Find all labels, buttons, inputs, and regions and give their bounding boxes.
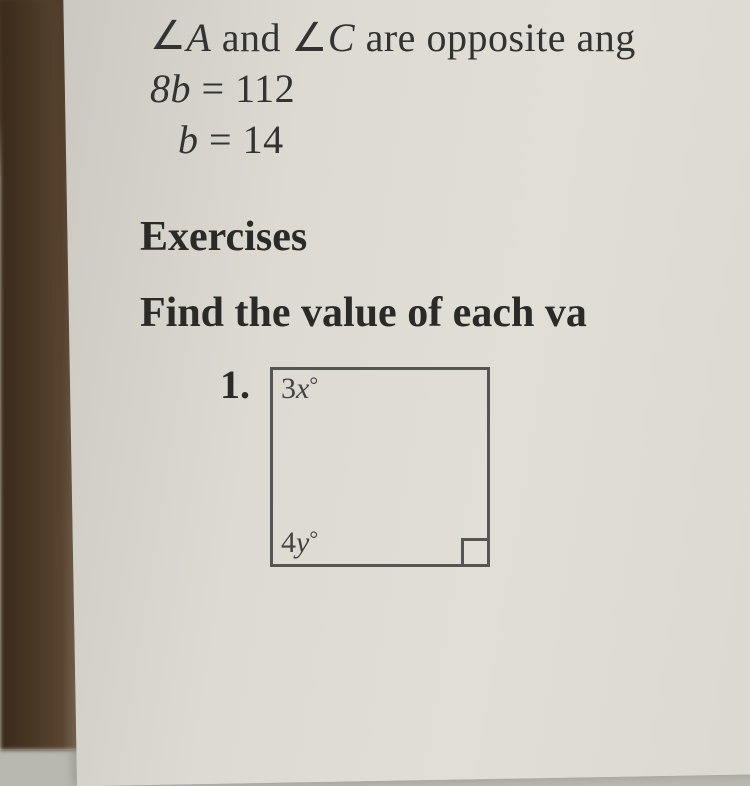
heading-exercises: Exercises — [140, 213, 750, 261]
angle-label-4y: 4y° — [281, 526, 318, 560]
equation-b: b = 14 — [178, 116, 750, 163]
page-content: ∠A and ∠C are opposite ang 8b = 112 b = … — [150, 10, 750, 567]
angle-label-3x: 3x° — [281, 372, 318, 406]
problem-1: 1. 3x° 4y° — [220, 367, 750, 567]
problem-number: 1. — [220, 361, 250, 408]
angle-symbol: ∠ — [150, 12, 186, 59]
square-figure: 3x° 4y° — [270, 367, 490, 567]
equation-8b: 8b = 112 — [150, 65, 750, 112]
text-opposite-angles: ∠A and ∠C are opposite ang — [150, 14, 750, 61]
heading-find: Find the value of each va — [140, 289, 750, 337]
right-angle-mark — [461, 538, 487, 564]
